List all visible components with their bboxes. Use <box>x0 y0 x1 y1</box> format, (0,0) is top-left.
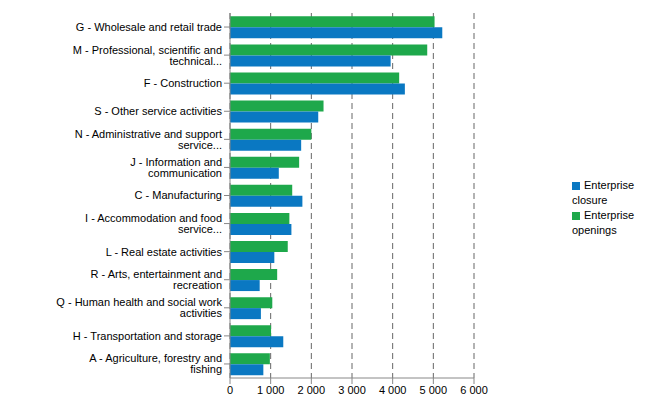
svg-text:J - Information andcommunicati: J - Information andcommunication <box>130 156 222 179</box>
svg-text:2 000: 2 000 <box>298 384 326 396</box>
svg-text:H - Transportation and storage: H - Transportation and storage <box>73 330 222 342</box>
svg-text:L - Real estate activities: L - Real estate activities <box>106 246 223 258</box>
html-text:Enterprise closure: Enterprise closure <box>572 179 635 206</box>
svg-text:1 000: 1 000 <box>257 384 285 396</box>
svg-text:M - Professional, scientific a: M - Professional, scientific andtechnica… <box>73 44 222 67</box>
svg-text:3 000: 3 000 <box>338 384 366 396</box>
svg-text:4 000: 4 000 <box>379 384 407 396</box>
svg-text:Q - Human health and social wo: Q - Human health and social workactiviti… <box>56 296 222 319</box>
svg-text:5 000: 5 000 <box>420 384 448 396</box>
svg-text:S - Other service activities: S - Other service activities <box>94 105 222 117</box>
svg-text:F - Construction: F - Construction <box>144 77 222 89</box>
html-text:Enterprise openings: Enterprise openings <box>572 209 635 236</box>
svg-text:0: 0 <box>227 384 233 396</box>
svg-text:6 000: 6 000 <box>460 384 488 396</box>
svg-text:A - Agriculture, forestry andf: A - Agriculture, forestry andfishing <box>89 352 222 375</box>
svg-text:I - Accommodation and foodserv: I - Accommodation and foodservice... <box>85 212 222 235</box>
svg-text:C - Manufacturing: C - Manufacturing <box>135 189 222 201</box>
svg-text:R - Arts, entertainment andrec: R - Arts, entertainment andrecreation <box>91 268 222 291</box>
svg-text:G - Wholesale and retail trade: G - Wholesale and retail trade <box>76 21 222 33</box>
svg-text:N - Administrative and support: N - Administrative and supportservice... <box>75 128 222 151</box>
